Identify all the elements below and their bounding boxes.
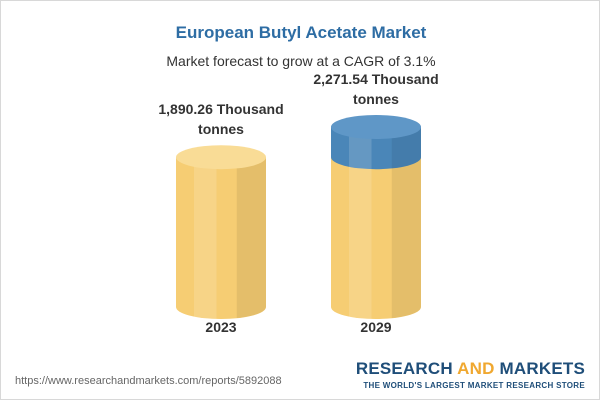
category-label: 2023 bbox=[205, 319, 237, 335]
cylinder-highlight bbox=[194, 157, 217, 319]
cylinder bbox=[176, 145, 266, 319]
logo-word: RESEARCH bbox=[355, 359, 453, 378]
cylinder-body bbox=[331, 127, 421, 170]
chart-title: European Butyl Acetate Market bbox=[175, 23, 427, 42]
logo-word: AND bbox=[457, 359, 495, 378]
logo-word: MARKETS bbox=[499, 359, 585, 378]
logo: RESEARCH AND MARKETS THE WORLD'S LARGEST… bbox=[356, 359, 585, 390]
value-label: 2,271.54 Thousand tonnes bbox=[313, 71, 439, 107]
cylinder-top bbox=[331, 115, 421, 139]
chart-subtitle: Market forecast to grow at a CAGR of 3.1… bbox=[166, 53, 436, 69]
cylinder-shade bbox=[236, 157, 266, 319]
source-url[interactable]: https://www.researchandmarkets.com/repor… bbox=[15, 375, 282, 387]
logo-name: RESEARCH AND MARKETS bbox=[356, 359, 585, 379]
cylinder-shade bbox=[391, 127, 421, 169]
cylinder-top bbox=[176, 145, 266, 170]
cylinder-body bbox=[176, 157, 266, 319]
cylinder-highlight bbox=[349, 157, 372, 319]
logo-tagline: THE WORLD'S LARGEST MARKET RESEARCH STOR… bbox=[363, 381, 585, 390]
cylinder-shade bbox=[391, 157, 421, 319]
cylinder-body bbox=[331, 157, 421, 319]
value-label: 1,890.26 Thousand tonnes bbox=[158, 101, 284, 138]
cylinder bbox=[331, 115, 421, 319]
category-label: 2029 bbox=[360, 319, 392, 335]
